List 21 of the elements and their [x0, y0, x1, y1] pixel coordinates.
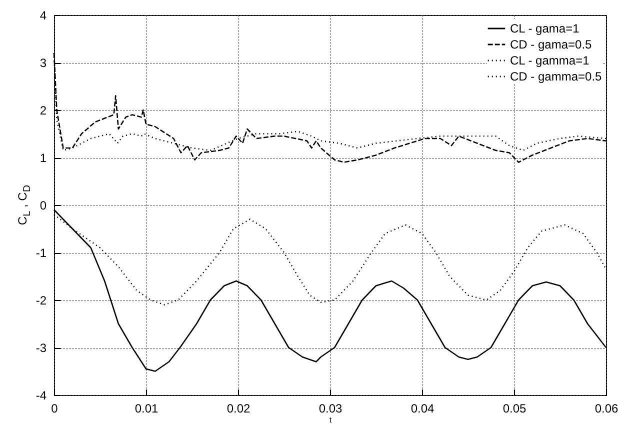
y-tick-label: -4: [36, 388, 47, 402]
x-tick-label: 0.06: [594, 402, 618, 416]
y-tick-label: 2: [40, 104, 47, 118]
y-tick-label: -3: [36, 341, 47, 355]
x-tick-label: 0.02: [226, 402, 250, 416]
x-tick-label: 0: [51, 402, 58, 416]
x-tick-label: 0.05: [502, 402, 526, 416]
x-tick-label: 0.01: [134, 402, 158, 416]
y-tick-label: -1: [36, 246, 47, 260]
y-tick-label: 4: [40, 8, 47, 22]
x-tick-label: 0.04: [410, 402, 434, 416]
y-tick-label: 0: [40, 198, 47, 212]
legend-label: CL - gamma=1: [510, 54, 590, 68]
y-tick-label: 3: [40, 56, 47, 70]
legend-label: CL - gama=1: [510, 22, 580, 36]
x-tick-label: 0.03: [318, 402, 342, 416]
legend-label: CD - gamma=0.5: [510, 70, 602, 84]
legend-label: CD - gama=0.5: [510, 38, 592, 52]
y-tick-label: -2: [36, 294, 47, 308]
y-tick-label: 1: [40, 151, 47, 165]
x-axis-title: t: [329, 416, 332, 424]
